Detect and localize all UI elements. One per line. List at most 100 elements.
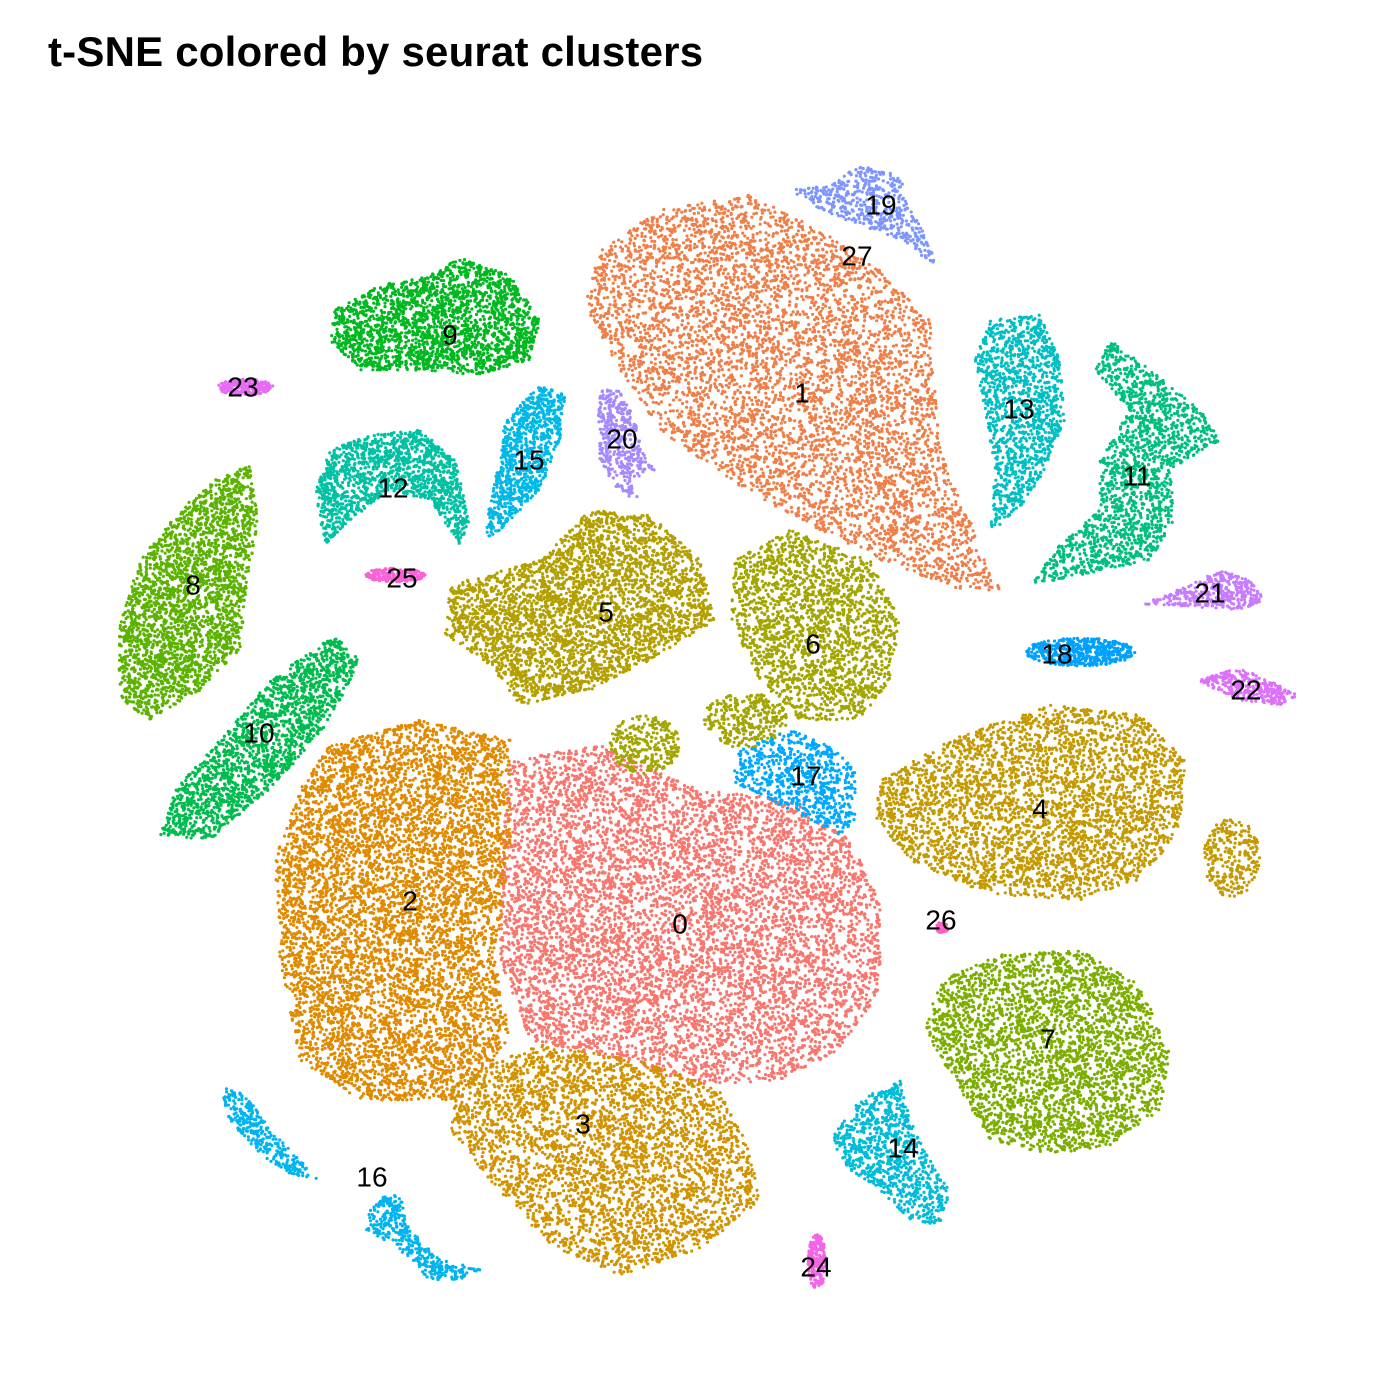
point: [565, 840, 568, 843]
point: [814, 1045, 817, 1048]
point: [749, 962, 752, 965]
point: [604, 844, 607, 847]
point: [655, 890, 658, 893]
point: [522, 856, 525, 859]
point: [534, 846, 537, 849]
point: [607, 872, 610, 875]
point: [801, 875, 804, 878]
point: [542, 906, 545, 909]
point: [770, 1057, 773, 1060]
point: [784, 1028, 787, 1031]
point: [627, 979, 630, 982]
point: [654, 875, 657, 878]
point: [608, 946, 611, 949]
point: [572, 837, 575, 840]
point: [522, 896, 525, 899]
point: [843, 954, 846, 957]
point: [791, 928, 794, 931]
point: [694, 969, 697, 972]
point: [869, 967, 872, 970]
point: [654, 928, 657, 931]
point: [729, 1076, 732, 1079]
point: [581, 798, 584, 801]
point: [577, 939, 580, 942]
point: [623, 913, 626, 916]
point: [734, 951, 737, 954]
point: [750, 801, 753, 804]
point: [687, 1029, 690, 1032]
point: [732, 1061, 735, 1064]
point: [631, 909, 634, 912]
point: [728, 1057, 731, 1060]
point: [559, 1017, 562, 1020]
point: [813, 984, 816, 987]
point: [560, 901, 563, 904]
point: [716, 1069, 719, 1072]
point: [784, 837, 787, 840]
point: [821, 869, 824, 872]
point: [584, 884, 587, 887]
point: [745, 955, 748, 958]
point: [581, 907, 584, 910]
point: [807, 925, 810, 928]
point: [681, 964, 684, 967]
point: [648, 849, 651, 852]
point: [640, 1032, 643, 1035]
point: [612, 1047, 615, 1050]
point: [604, 778, 607, 781]
point: [745, 899, 748, 902]
point: [583, 894, 586, 897]
point: [618, 998, 621, 1001]
point: [741, 1031, 744, 1034]
point: [712, 839, 715, 842]
point: [533, 771, 536, 774]
point: [593, 753, 596, 756]
point: [563, 894, 566, 897]
point: [714, 1066, 717, 1069]
point: [743, 1046, 746, 1049]
point: [725, 990, 728, 993]
point: [760, 1003, 763, 1006]
point: [560, 844, 563, 847]
point: [792, 895, 795, 898]
point: [790, 987, 793, 990]
point: [626, 867, 629, 870]
point: [801, 881, 804, 884]
point: [553, 830, 556, 833]
point: [726, 909, 729, 912]
point: [623, 828, 626, 831]
point: [684, 803, 687, 806]
point: [658, 1052, 661, 1055]
point: [742, 893, 745, 896]
point: [579, 1026, 582, 1029]
point: [548, 1034, 551, 1037]
point: [773, 913, 776, 916]
point: [639, 845, 642, 848]
point: [829, 912, 832, 915]
point: [790, 1058, 793, 1061]
point: [768, 819, 771, 822]
point: [714, 834, 717, 837]
point: [527, 823, 530, 826]
point: [547, 1026, 550, 1029]
point: [666, 827, 669, 830]
point: [712, 874, 715, 877]
point: [718, 975, 721, 978]
point: [716, 838, 719, 841]
point: [549, 810, 552, 813]
point: [774, 970, 777, 973]
point: [585, 872, 588, 875]
point: [568, 782, 571, 785]
point: [683, 1064, 686, 1067]
point: [551, 920, 554, 923]
point: [701, 1019, 704, 1022]
point: [870, 923, 873, 926]
point: [792, 1028, 795, 1031]
point: [634, 932, 637, 935]
point: [548, 878, 551, 881]
point: [764, 1073, 767, 1076]
point: [808, 920, 811, 923]
point: [569, 885, 572, 888]
point: [586, 909, 589, 912]
point: [824, 934, 827, 937]
